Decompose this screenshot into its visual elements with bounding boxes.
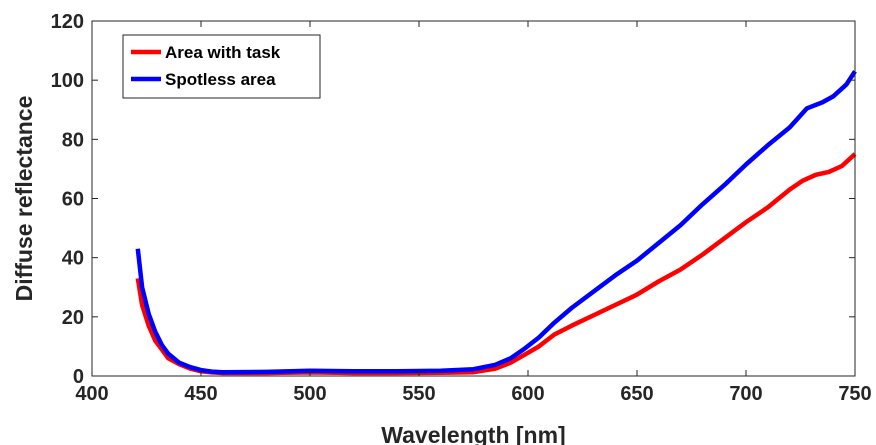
x-tick-label: 750 xyxy=(838,383,871,405)
series-line-1 xyxy=(135,70,857,375)
y-tick-label: 0 xyxy=(73,366,84,388)
series-layer xyxy=(135,70,857,376)
y-tick-label: 80 xyxy=(62,129,84,151)
legend: Area with task Spotless area xyxy=(122,34,321,99)
x-tick-label: 650 xyxy=(620,383,653,405)
x-tick-label: 550 xyxy=(402,383,435,405)
x-tick-label: 450 xyxy=(184,383,217,405)
x-tick-label: 700 xyxy=(729,383,762,405)
x-tick-label: 400 xyxy=(75,383,108,405)
y-axis-title: Diffuse reflectance xyxy=(11,96,37,302)
y-tick-label: 20 xyxy=(62,307,84,329)
x-axis-title: Wavelength [nm] xyxy=(381,422,565,445)
y-tick-label: 40 xyxy=(62,248,84,270)
y-tick-label: 60 xyxy=(62,189,84,211)
x-tick-label: 600 xyxy=(511,383,544,405)
axes xyxy=(91,20,856,377)
y-tick-label: 100 xyxy=(51,70,84,92)
legend-label: Spotless area xyxy=(165,70,276,89)
tick-labels: 400 450 500 550 600 650 700 750 0 20 40 60 80 100 120 xyxy=(51,11,872,405)
legend-label: Area with task xyxy=(165,43,281,62)
y-tick-label: 120 xyxy=(51,11,84,33)
x-tick-label: 500 xyxy=(293,383,326,405)
legend-box xyxy=(122,34,321,99)
